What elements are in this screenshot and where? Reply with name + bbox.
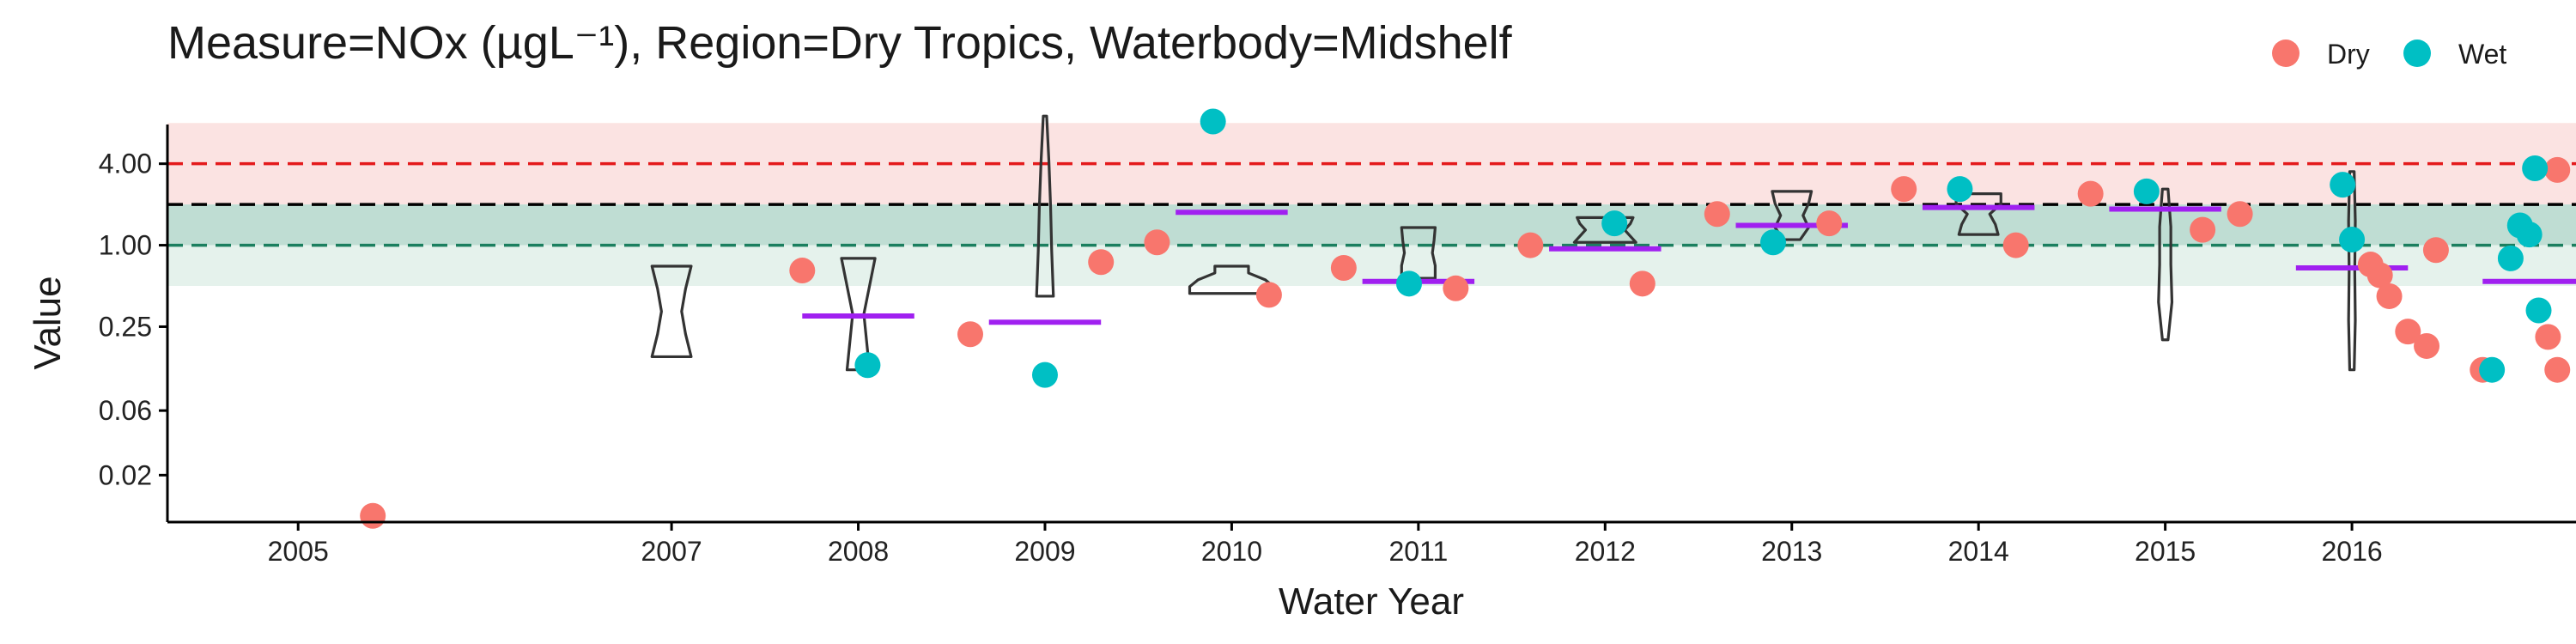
point-dry-26 — [2544, 356, 2571, 383]
violin-0 — [650, 264, 693, 359]
y-tick-label-1: 0.06 — [99, 395, 152, 426]
x-tick-label-10: 2016 — [2321, 536, 2382, 567]
point-dry-21 — [2414, 332, 2440, 359]
violin-9 — [2347, 170, 2357, 372]
y-tick-label-2: 0.25 — [99, 311, 152, 342]
y-tick-label-4: 4.00 — [99, 149, 152, 179]
violin-7 — [1954, 192, 2002, 236]
point-dry-5 — [1255, 282, 1282, 308]
legend-key-wet — [2403, 39, 2431, 67]
point-wet-13 — [2516, 222, 2543, 248]
violin-2 — [1035, 114, 1055, 298]
x-tick-label-4: 2010 — [1201, 536, 1262, 567]
legend-label-wet: Wet — [2458, 39, 2506, 70]
chart-title: Measure=NOx (µgL⁻¹), Region=Dry Tropics,… — [167, 17, 1513, 69]
point-dry-9 — [1629, 270, 1656, 297]
point-dry-4 — [1144, 229, 1170, 256]
point-dry-12 — [1891, 176, 1917, 203]
x-tick-label-2: 2008 — [828, 536, 889, 567]
x-tick-label-6: 2012 — [1575, 536, 1636, 567]
x-axis-title: Water Year — [1279, 580, 1464, 623]
point-dry-3 — [1088, 249, 1115, 276]
point-wet-15 — [2525, 297, 2552, 324]
data-points — [360, 108, 2571, 529]
point-dry-13 — [2002, 232, 2029, 258]
point-dry-18 — [2366, 262, 2393, 289]
violins — [650, 114, 2357, 372]
point-dry-25 — [2535, 324, 2561, 350]
point-dry-2 — [957, 321, 983, 348]
point-wet-10 — [2479, 356, 2506, 383]
point-wet-1 — [1031, 361, 1058, 388]
x-tick-label-3: 2009 — [1014, 536, 1075, 567]
y-axis-ticks: 0.02 0.06 0.25 1.00 4.00 — [99, 149, 167, 490]
point-wet-4 — [1601, 210, 1628, 237]
legend-key-dry — [2272, 39, 2300, 67]
point-dry-7 — [1443, 275, 1469, 301]
x-tick-label-5: 2011 — [1388, 536, 1448, 567]
legend: Dry Wet — [2272, 39, 2506, 70]
point-dry-11 — [1816, 210, 1843, 237]
point-wet-9 — [2339, 227, 2366, 253]
point-dry-10 — [1704, 201, 1730, 228]
point-wet-3 — [1395, 270, 1422, 297]
point-wet-2 — [1200, 108, 1226, 135]
violin-6 — [1771, 190, 1814, 241]
point-wet-11 — [2497, 245, 2524, 271]
y-tick-label-0: 0.02 — [99, 459, 152, 490]
axes: 0.02 0.06 0.25 1.00 4.00 2005 2007 2008 2009 201… — [99, 125, 2576, 567]
point-dry-1 — [789, 258, 816, 284]
y-tick-label-3: 1.00 — [99, 230, 152, 261]
point-dry-8 — [1517, 232, 1544, 258]
point-wet-14 — [2522, 155, 2549, 182]
legend-label-dry: Dry — [2327, 39, 2370, 70]
x-tick-label-8: 2014 — [1948, 536, 2009, 567]
x-tick-label-7: 2013 — [1761, 536, 1822, 567]
y-axis-title: Value — [27, 276, 69, 369]
point-wet-5 — [1760, 229, 1786, 256]
point-dry-22 — [2422, 237, 2449, 264]
point-dry-24 — [2544, 156, 2571, 183]
point-dry-0 — [360, 502, 386, 529]
x-tick-label-1: 2007 — [641, 536, 702, 567]
point-dry-19 — [2376, 283, 2403, 309]
point-dry-20 — [2395, 319, 2421, 345]
point-dry-15 — [2190, 216, 2216, 243]
point-wet-6 — [1947, 176, 1973, 203]
point-dry-14 — [2077, 180, 2104, 207]
reference-lines — [167, 161, 2576, 247]
violin-5 — [1572, 216, 1637, 244]
violin-8 — [2157, 187, 2174, 342]
x-tick-label-9: 2015 — [2135, 536, 2196, 567]
point-dry-16 — [2227, 201, 2253, 228]
x-tick-label-0: 2005 — [268, 536, 329, 567]
point-wet-7 — [2133, 178, 2160, 204]
violin-4 — [1400, 226, 1437, 280]
violin-1 — [840, 257, 877, 372]
point-wet-8 — [2330, 172, 2356, 198]
point-dry-6 — [1330, 254, 1357, 281]
point-wet-0 — [854, 352, 881, 379]
plot-area — [167, 108, 2576, 529]
x-axis-ticks: 2005 2007 2008 2009 2010 2011 2012 2013 2014 2015… — [268, 522, 2383, 567]
